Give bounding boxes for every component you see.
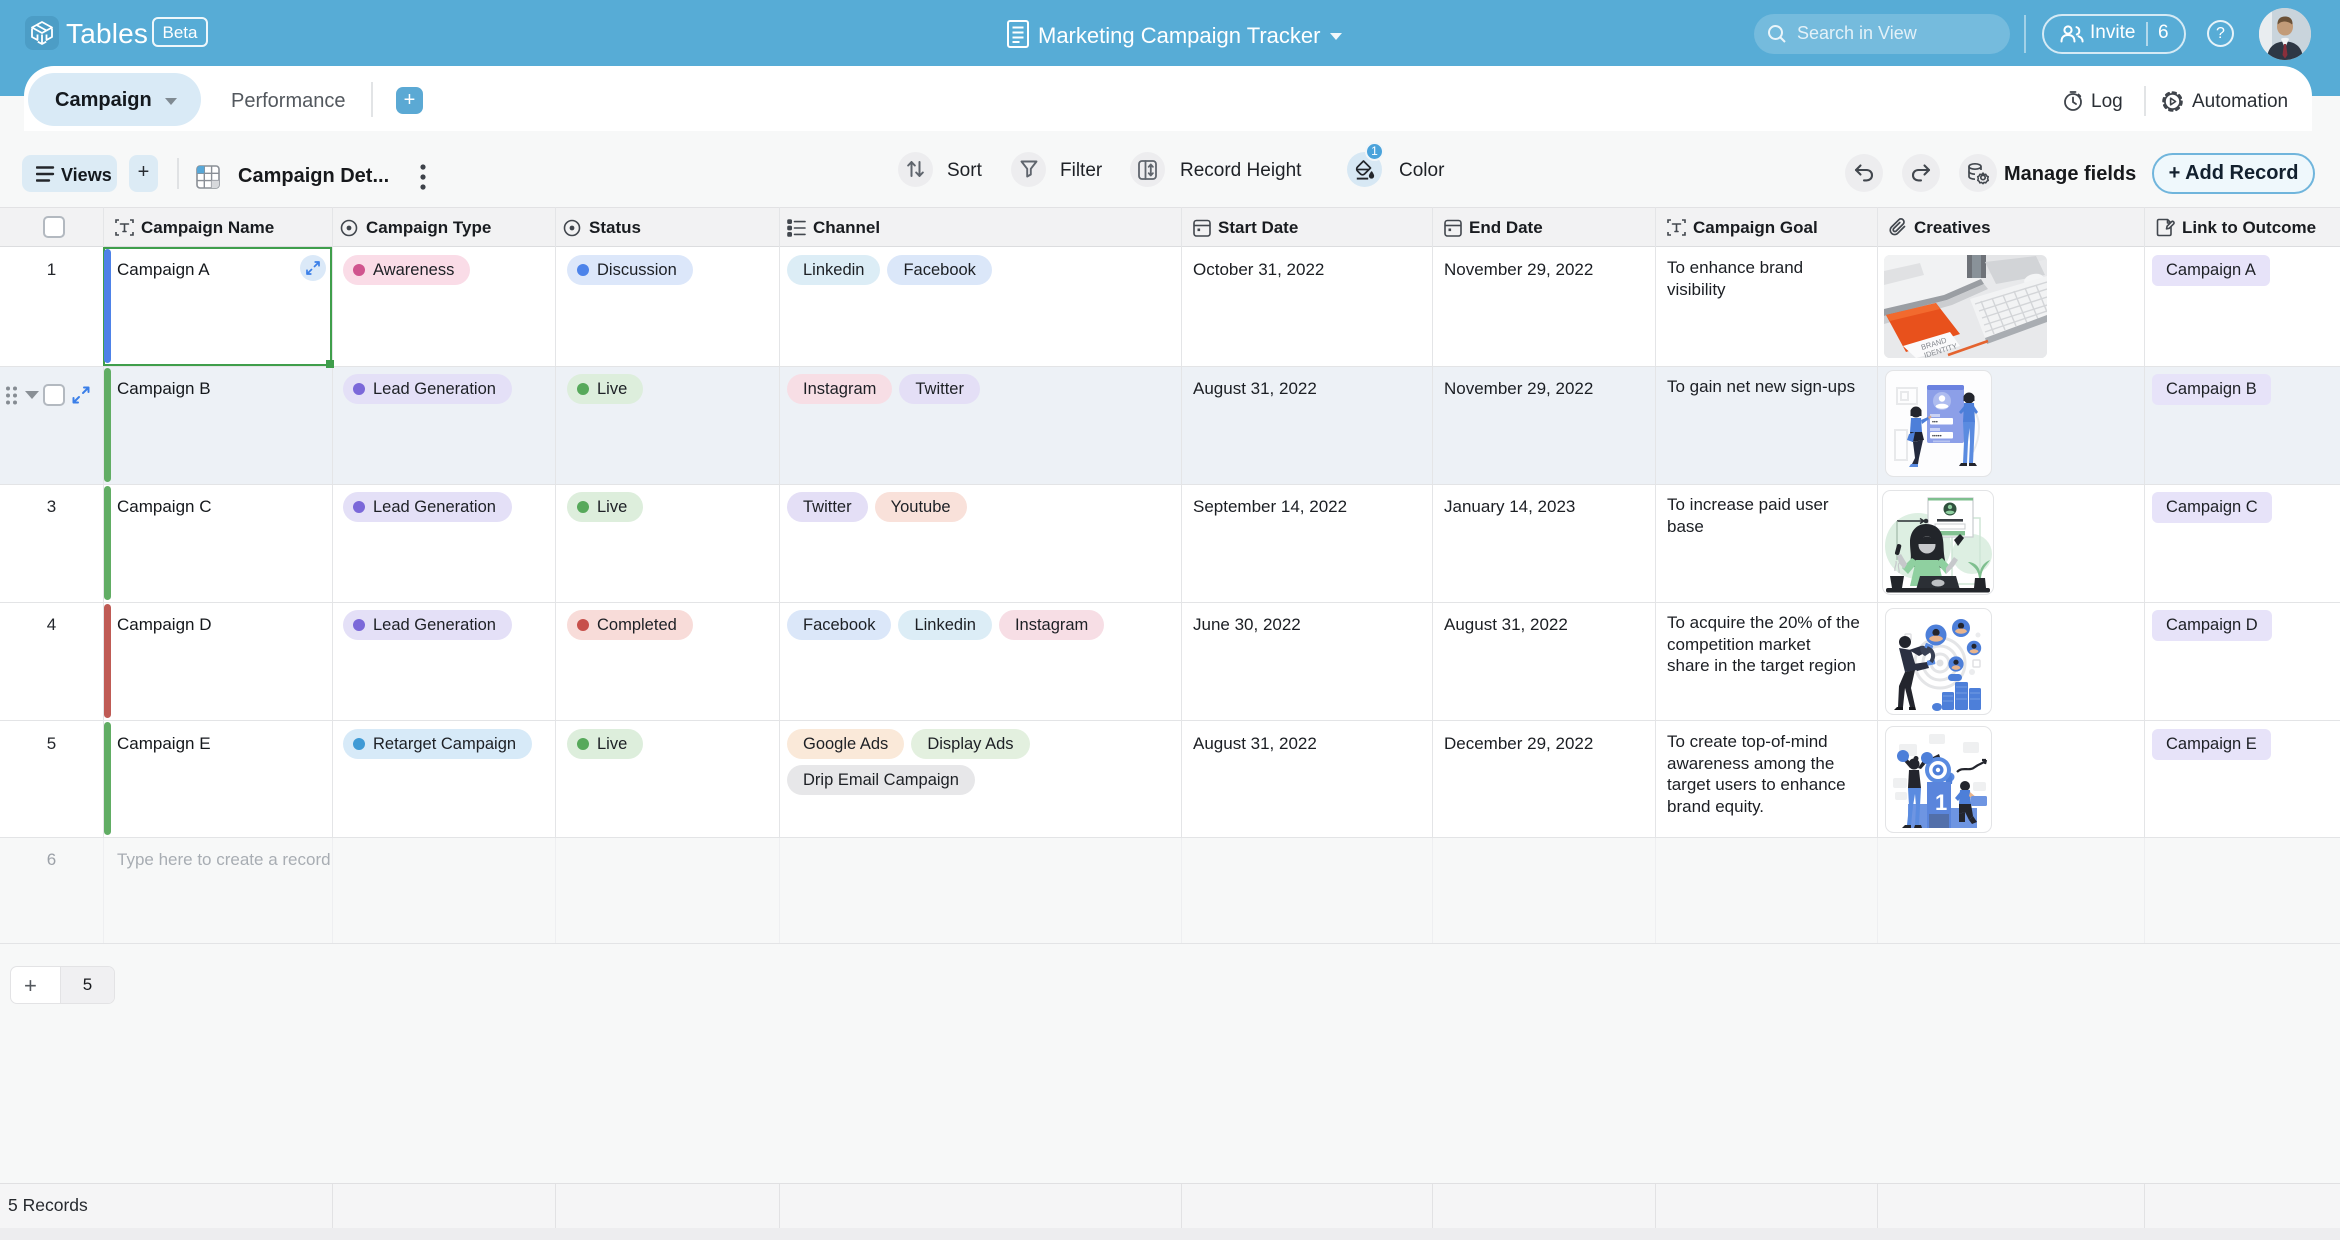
svg-text:•••: ••• — [1932, 420, 1938, 426]
svg-text:•••••: ••••• — [1932, 434, 1942, 440]
svg-text:1: 1 — [1935, 790, 1947, 815]
